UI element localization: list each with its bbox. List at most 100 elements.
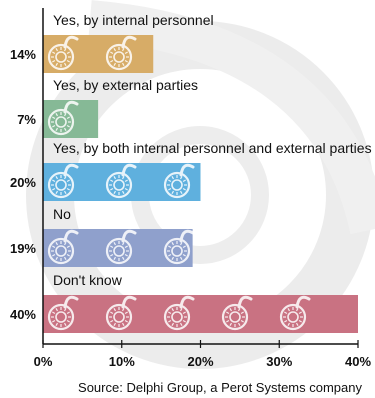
- padlock-dial-tick: [182, 179, 186, 183]
- padlock-dial-tick: [113, 176, 117, 180]
- category-label: No: [53, 206, 71, 222]
- padlock-dial-tick: [182, 319, 186, 323]
- x-tick-label: 20%: [187, 354, 213, 369]
- padlock-dial-tick: [240, 311, 244, 315]
- padlock-dial-center: [287, 311, 299, 323]
- padlock-dial-tick: [63, 242, 67, 246]
- padlock-dial-tick: [171, 256, 175, 260]
- padlock-dial-tick: [66, 116, 70, 120]
- padlock-dial: [47, 108, 75, 136]
- padlock-dial-tick: [52, 116, 56, 120]
- padlock-dial-tick: [55, 322, 59, 326]
- padlock-dial-tick: [168, 253, 172, 257]
- padlock-dial-tick: [179, 176, 183, 180]
- padlock-icon: [47, 229, 79, 265]
- padlock-dial-tick: [110, 319, 114, 323]
- padlock-dial-tick: [55, 48, 59, 52]
- padlock-dial-tick: [298, 311, 302, 315]
- padlock-dial-tick: [121, 308, 125, 312]
- padlock-dial-tick: [113, 322, 117, 326]
- padlock-dial-center: [113, 179, 125, 191]
- padlock-dial-tick: [182, 311, 186, 315]
- padlock-dial-tick: [179, 256, 183, 260]
- padlock-dial: [47, 171, 75, 199]
- padlock-dial-tick: [52, 311, 56, 315]
- padlock-dial-tick: [168, 311, 172, 315]
- padlock-dial-center: [171, 179, 183, 191]
- x-tick-label: 30%: [266, 354, 292, 369]
- axes-group: 0% 10% 20% 30% 40%: [34, 8, 371, 369]
- bar: [43, 100, 99, 138]
- padlock-dial-tick: [179, 242, 183, 246]
- padlock-dial-tick: [63, 256, 67, 260]
- padlock-dial-tick: [121, 242, 125, 246]
- padlock-dial-tick: [113, 190, 117, 194]
- padlock-dial-tick: [110, 245, 114, 249]
- padlock-dial-tick: [63, 113, 67, 117]
- padlock-dial-tick: [179, 190, 183, 194]
- padlock-dial-tick: [124, 319, 128, 323]
- padlock-icon: [47, 295, 79, 331]
- padlock-dial-tick: [124, 245, 128, 249]
- padlock-icon: [105, 35, 137, 71]
- padlock-dial-tick: [66, 253, 70, 257]
- padlock-dial: [47, 237, 75, 265]
- x-tick-label: 0%: [34, 354, 53, 369]
- padlock-dial-tick: [168, 245, 172, 249]
- padlock-dial-tick: [179, 308, 183, 312]
- padlock-dial-tick: [287, 308, 291, 312]
- padlock-dial-tick: [110, 311, 114, 315]
- padlock-dial-tick: [52, 124, 56, 128]
- padlock-dial-tick: [168, 179, 172, 183]
- padlock-dial-tick: [124, 187, 128, 191]
- padlock-dial-tick: [55, 127, 59, 131]
- padlock-dial: [105, 303, 133, 331]
- category-label: Yes, by both internal personnel and exte…: [53, 140, 372, 156]
- padlock-dial-tick: [171, 308, 175, 312]
- padlock-dial-tick: [121, 322, 125, 326]
- x-tick-label: 40%: [345, 354, 371, 369]
- value-label: 14%: [10, 47, 36, 62]
- padlock-dial: [105, 237, 133, 265]
- padlock-dial-tick: [52, 51, 56, 55]
- padlock-dial-tick: [284, 319, 288, 323]
- padlock-dial: [47, 43, 75, 71]
- background-swoosh: [88, 0, 375, 235]
- padlock-dial-tick: [66, 124, 70, 128]
- padlock-dial-tick: [168, 187, 172, 191]
- padlock-icon: [221, 295, 253, 331]
- padlock-dial-tick: [66, 319, 70, 323]
- value-label: 20%: [10, 175, 36, 190]
- padlock-dial-tick: [55, 113, 59, 117]
- padlock-dial-tick: [66, 179, 70, 183]
- category-label: Yes, by external parties: [53, 77, 198, 93]
- padlock-dial-center: [55, 116, 67, 128]
- padlock-dial: [163, 237, 191, 265]
- padlock-dial-tick: [55, 176, 59, 180]
- bar-group: No 19%: [10, 206, 195, 267]
- padlock-icon: [47, 163, 79, 199]
- padlock-dial-tick: [66, 59, 70, 63]
- category-label: Don't know: [53, 272, 123, 288]
- padlock-dial-tick: [110, 253, 114, 257]
- padlock-icon: [105, 163, 137, 199]
- bar: [43, 295, 358, 333]
- padlock-dial-tick: [171, 242, 175, 246]
- padlock-dial-tick: [113, 48, 117, 52]
- padlock-dial-tick: [124, 253, 128, 257]
- padlock-dial-tick: [295, 322, 299, 326]
- padlock-dial-tick: [229, 322, 233, 326]
- x-tick-label: 10%: [109, 354, 135, 369]
- bar-group: Yes, by both internal personnel and exte…: [10, 140, 372, 201]
- source-note: Source: Delphi Group, a Perot Systems co…: [78, 380, 362, 395]
- padlock-dial-center: [113, 311, 125, 323]
- padlock-dial-center: [113, 245, 125, 257]
- padlock-dial-center: [55, 179, 67, 191]
- padlock-dial-tick: [121, 256, 125, 260]
- padlock-dial-center: [113, 51, 125, 63]
- padlock-dial-tick: [182, 253, 186, 257]
- padlock-dial-tick: [55, 308, 59, 312]
- padlock-dial-center: [55, 311, 67, 323]
- bar: [43, 35, 154, 73]
- padlock-dial-tick: [229, 308, 233, 312]
